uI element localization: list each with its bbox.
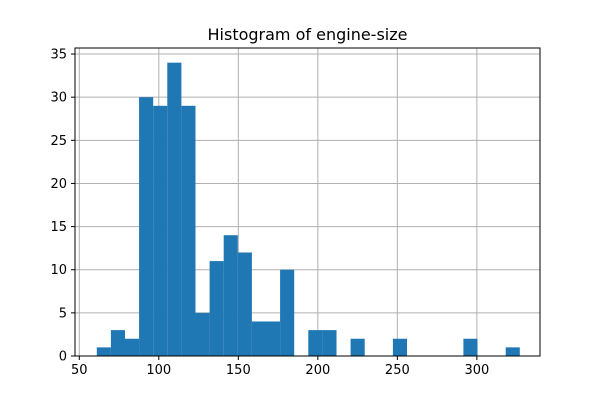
histogram-bar xyxy=(392,338,408,356)
histogram-bars xyxy=(96,62,520,357)
histogram-bar xyxy=(280,269,295,356)
histogram-bar xyxy=(195,312,210,356)
axis-ticks: 50 100 150 200 250 300 0 5 10 15 20 25 30 35 xyxy=(50,48,489,378)
x-tick-label: 100 xyxy=(146,363,171,378)
y-tick-label: 30 xyxy=(50,91,67,106)
y-tick-label: 20 xyxy=(50,177,67,192)
y-tick-label: 0 xyxy=(59,350,67,365)
histogram-bar xyxy=(209,261,224,356)
y-tick-label: 35 xyxy=(50,48,67,63)
x-tick-label: 200 xyxy=(305,363,330,378)
histogram-bar xyxy=(322,330,337,356)
histogram-bar xyxy=(96,347,111,356)
y-tick-label: 10 xyxy=(50,263,67,278)
x-tick-label: 50 xyxy=(71,363,88,378)
histogram-bar xyxy=(124,338,140,356)
y-tick-label: 15 xyxy=(50,220,67,235)
histogram-bar xyxy=(237,252,252,356)
histogram-bar xyxy=(110,330,125,356)
chart-title: Histogram of engine-size xyxy=(208,25,408,44)
x-tick-label: 250 xyxy=(385,363,410,378)
histogram-bar xyxy=(505,347,520,356)
x-tick-label: 300 xyxy=(464,363,489,378)
histogram-bar xyxy=(223,235,238,356)
histogram-bar xyxy=(181,105,196,356)
y-tick-label: 5 xyxy=(59,306,67,321)
plot-frame xyxy=(74,47,541,357)
histogram-bar xyxy=(167,62,182,357)
histogram-bar xyxy=(265,321,281,356)
histogram-bar xyxy=(251,321,266,356)
histogram-bar xyxy=(153,105,168,356)
histogram-bar xyxy=(350,338,365,356)
y-tick-label: 25 xyxy=(50,134,67,149)
histogram-bar xyxy=(463,338,478,356)
histogram-bar xyxy=(308,330,323,356)
histogram-bar xyxy=(139,97,154,357)
x-tick-label: 150 xyxy=(226,363,251,378)
